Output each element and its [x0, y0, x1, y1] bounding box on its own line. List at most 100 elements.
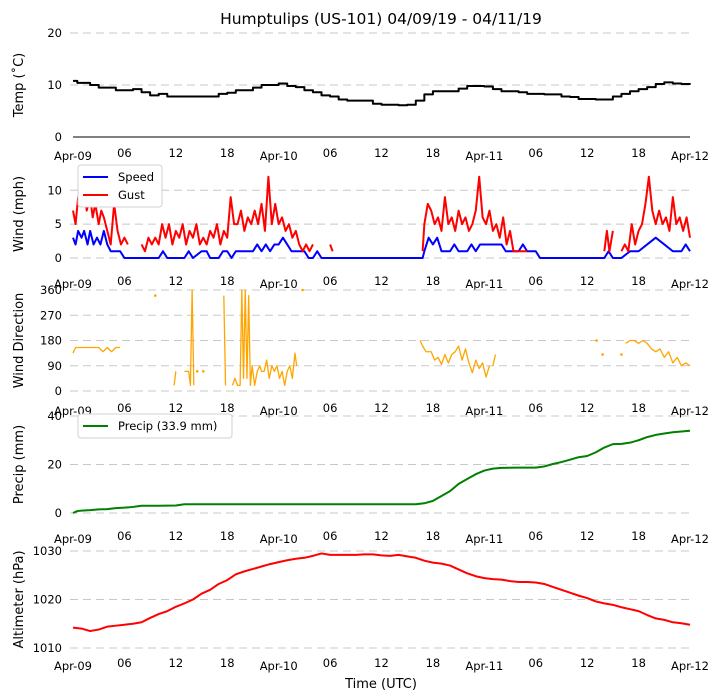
- x-tick-label: 18: [426, 274, 441, 288]
- legend-entry-label: Gust: [118, 188, 145, 202]
- y-tick-label: 5: [55, 217, 62, 231]
- series-line: [625, 339, 691, 367]
- y-axis-label: Temp (˚C): [11, 53, 27, 119]
- x-tick-label: Apr-11: [465, 532, 503, 546]
- legend: Speed Gust: [77, 164, 163, 208]
- series-line: [72, 552, 691, 633]
- series-line: [421, 175, 528, 253]
- x-tick-label: 06: [117, 274, 132, 288]
- x-tick-label: 18: [631, 529, 646, 543]
- x-tick-label: 06: [528, 656, 543, 670]
- x-tick-label: 06: [528, 529, 543, 543]
- panel-temp: 0 10 20 Apr-09 06 12 18 Apr-10 06 12 18 Apr-11 06 12 1…: [11, 26, 709, 163]
- x-tick-label: 12: [374, 529, 389, 543]
- data-point: [601, 353, 604, 356]
- series-gust: [72, 175, 691, 253]
- x-tick-label: 18: [426, 146, 441, 160]
- data-point: [201, 370, 205, 373]
- x-tick-label: 18: [426, 401, 441, 415]
- x-tick-label: 12: [580, 146, 595, 160]
- x-tick-label: 06: [117, 656, 132, 670]
- x-tick-label: 18: [220, 274, 235, 288]
- x-tick-label: 12: [580, 656, 595, 670]
- data-point: [301, 288, 304, 292]
- x-tick-label: 06: [528, 401, 543, 415]
- y-tick-label: 1030: [33, 544, 62, 558]
- panel-wind: 0 5 10 Apr-09 06 12 18 Apr-10 06 12 18 Apr-11 06 12 18…: [12, 164, 709, 291]
- series-line: [72, 429, 691, 514]
- x-tick-label: 18: [631, 401, 646, 415]
- x-tick-label: Apr-12: [671, 149, 709, 163]
- x-tick-label: 12: [580, 274, 595, 288]
- series-line: [184, 289, 195, 387]
- x-tick-label: 12: [169, 529, 184, 543]
- x-tick-label: 06: [323, 146, 338, 160]
- x-tick-label: Apr-10: [260, 659, 298, 673]
- x-tick-label: 06: [117, 529, 132, 543]
- x-tick-label: Apr-11: [465, 659, 503, 673]
- y-tick-label: 20: [47, 26, 62, 40]
- series-line: [73, 79, 691, 107]
- x-tick-label: Apr-10: [260, 149, 298, 163]
- series-line: [72, 229, 691, 259]
- x-tick-label: 06: [323, 656, 338, 670]
- series-speed: [72, 229, 691, 259]
- y-tick-label: 0: [55, 130, 62, 144]
- series-line: [329, 244, 334, 252]
- x-tick-label: 18: [220, 656, 235, 670]
- x-tick-label: Apr-10: [260, 404, 298, 418]
- y-tick-label: 0: [55, 251, 62, 265]
- panel-altimeter: 1010 1020 1030 Apr-09 06 12 18 Apr-10 06 12 18 Apr-…: [12, 544, 709, 673]
- x-tick-label: 12: [580, 401, 595, 415]
- data-point: [620, 353, 623, 356]
- y-tick-label: 0: [55, 506, 62, 520]
- x-tick-label: Apr-12: [671, 277, 709, 291]
- x-tick-label: 06: [323, 401, 338, 415]
- y-tick-label: 40: [47, 409, 62, 423]
- y-tick-label: 270: [40, 308, 62, 322]
- y-tick-label: 360: [40, 283, 62, 297]
- series-line: [173, 371, 177, 386]
- y-tick-label: 90: [47, 359, 62, 373]
- series-line: [140, 175, 314, 253]
- series-temp: [73, 79, 691, 107]
- x-tick-label: 06: [323, 529, 338, 543]
- y-tick-label: 20: [47, 458, 62, 472]
- series-line: [231, 289, 298, 387]
- x-tick-label: 18: [426, 656, 441, 670]
- x-tick-label: 12: [169, 656, 184, 670]
- series-line: [72, 346, 121, 354]
- x-tick-label: 12: [169, 274, 184, 288]
- x-tick-label: 18: [220, 529, 235, 543]
- y-tick-label: 180: [40, 334, 62, 348]
- x-tick-label: 12: [374, 274, 389, 288]
- x-tick-label: Apr-11: [465, 404, 503, 418]
- series-line: [419, 340, 491, 378]
- x-tick-label: Apr-12: [671, 404, 709, 418]
- y-axis-label: Wind (mph): [12, 176, 27, 252]
- series-altimeter: [72, 552, 691, 633]
- x-tick-label: 18: [426, 529, 441, 543]
- data-point: [153, 294, 157, 297]
- x-tick-label: Apr-10: [260, 532, 298, 546]
- y-axis-label: Wind Direction: [12, 293, 27, 389]
- data-point: [195, 370, 199, 373]
- x-tick-label: 12: [374, 146, 389, 160]
- series-line: [492, 354, 497, 366]
- x-tick-label: 06: [528, 146, 543, 160]
- series-wind-direction: [72, 288, 691, 387]
- y-tick-label: 0: [55, 384, 62, 398]
- y-axis-label: Altimeter (hPa): [12, 550, 27, 648]
- data-point: [595, 339, 598, 342]
- chart-title: Humptulips (US-101) 04/09/19 - 04/11/19: [220, 10, 542, 28]
- x-tick-label: Apr-09: [54, 532, 92, 546]
- x-tick-label: 12: [169, 146, 184, 160]
- x-tick-label: 12: [374, 401, 389, 415]
- series-line: [620, 175, 691, 253]
- x-tick-label: 06: [323, 274, 338, 288]
- x-tick-label: Apr-10: [260, 277, 298, 291]
- x-tick-label: 18: [220, 401, 235, 415]
